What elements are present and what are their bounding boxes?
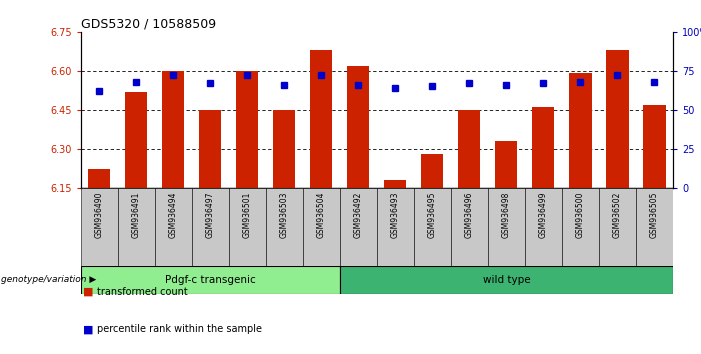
Text: GSM936493: GSM936493	[390, 192, 400, 238]
Bar	[347, 65, 369, 188]
Text: GSM936491: GSM936491	[132, 192, 141, 238]
Bar	[636, 188, 673, 266]
Bar	[532, 107, 554, 188]
Bar	[569, 73, 592, 188]
Bar	[88, 170, 110, 188]
Bar	[310, 50, 332, 188]
Bar	[495, 141, 517, 188]
Text: GSM936492: GSM936492	[354, 192, 363, 238]
Text: percentile rank within the sample: percentile rank within the sample	[97, 324, 261, 334]
Bar	[340, 188, 377, 266]
Text: GSM936497: GSM936497	[205, 192, 215, 238]
Bar	[377, 188, 414, 266]
Text: GSM936504: GSM936504	[317, 192, 326, 238]
Bar	[81, 188, 118, 266]
Bar	[229, 188, 266, 266]
Bar	[562, 188, 599, 266]
Text: Pdgf-c transgenic: Pdgf-c transgenic	[165, 275, 256, 285]
Bar	[606, 50, 629, 188]
Bar	[414, 188, 451, 266]
Text: GSM936502: GSM936502	[613, 192, 622, 238]
Text: GSM936503: GSM936503	[280, 192, 289, 238]
Bar	[199, 110, 222, 188]
Bar	[81, 266, 340, 294]
Bar	[458, 110, 480, 188]
Bar	[525, 188, 562, 266]
Text: genotype/variation ▶: genotype/variation ▶	[1, 275, 97, 284]
Bar	[118, 188, 155, 266]
Bar	[599, 188, 636, 266]
Text: transformed count: transformed count	[97, 287, 187, 297]
Bar	[236, 71, 258, 188]
Bar	[644, 104, 665, 188]
Bar	[421, 154, 444, 188]
Bar	[266, 188, 303, 266]
Bar	[303, 188, 340, 266]
Bar	[125, 92, 147, 188]
Text: GSM936490: GSM936490	[95, 192, 104, 238]
Text: wild type: wild type	[482, 275, 530, 285]
Bar	[191, 188, 229, 266]
Text: GSM936505: GSM936505	[650, 192, 659, 238]
Bar	[488, 188, 525, 266]
Text: GSM936498: GSM936498	[502, 192, 511, 238]
Bar	[155, 188, 191, 266]
Bar	[340, 266, 673, 294]
Text: GSM936501: GSM936501	[243, 192, 252, 238]
Text: GSM936500: GSM936500	[576, 192, 585, 238]
Bar	[162, 71, 184, 188]
Text: GSM936499: GSM936499	[539, 192, 548, 238]
Text: GSM936496: GSM936496	[465, 192, 474, 238]
Text: GSM936494: GSM936494	[169, 192, 177, 238]
Text: GSM936495: GSM936495	[428, 192, 437, 238]
Bar	[451, 188, 488, 266]
Bar	[273, 110, 295, 188]
Bar	[384, 180, 407, 188]
Text: ■: ■	[83, 287, 93, 297]
Text: ■: ■	[83, 324, 93, 334]
Text: GDS5320 / 10588509: GDS5320 / 10588509	[81, 18, 216, 31]
